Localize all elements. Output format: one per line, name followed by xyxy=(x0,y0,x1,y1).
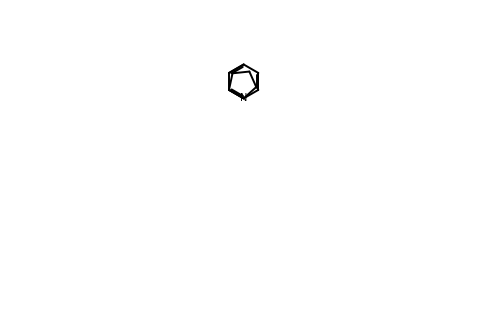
Text: N: N xyxy=(240,93,247,103)
